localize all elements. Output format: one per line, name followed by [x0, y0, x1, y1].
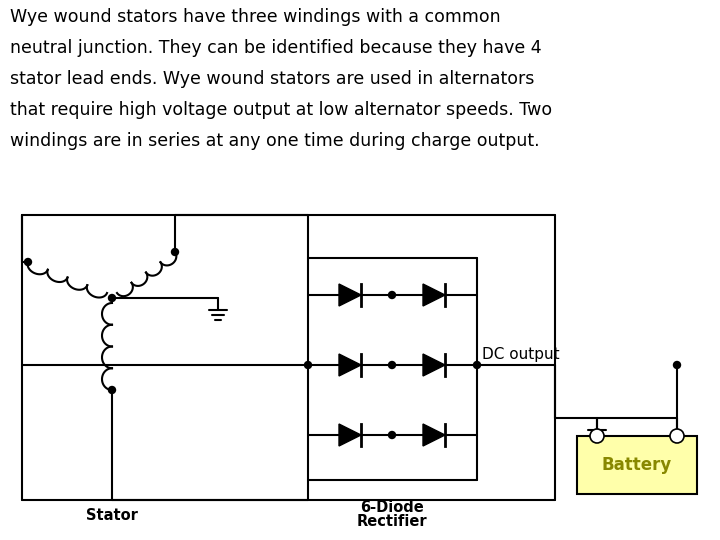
Circle shape	[590, 429, 604, 443]
Circle shape	[670, 429, 684, 443]
Circle shape	[109, 387, 115, 394]
Text: neutral junction. They can be identified because they have 4: neutral junction. They can be identified…	[10, 39, 541, 57]
Circle shape	[673, 361, 680, 368]
Text: Rectifier: Rectifier	[356, 515, 427, 530]
Text: Stator: Stator	[86, 509, 138, 523]
Circle shape	[171, 248, 179, 255]
Polygon shape	[423, 284, 445, 306]
Polygon shape	[423, 354, 445, 376]
Text: 6-Diode: 6-Diode	[360, 501, 424, 516]
Circle shape	[389, 292, 395, 299]
Text: that require high voltage output at low alternator speeds. Two: that require high voltage output at low …	[10, 101, 552, 119]
Circle shape	[389, 361, 395, 368]
Text: Battery: Battery	[602, 456, 672, 474]
Text: stator lead ends. Wye wound stators are used in alternators: stator lead ends. Wye wound stators are …	[10, 70, 534, 88]
Text: windings are in series at any one time during charge output.: windings are in series at any one time d…	[10, 132, 539, 150]
Polygon shape	[339, 424, 361, 446]
Text: DC output: DC output	[482, 348, 559, 362]
Circle shape	[389, 431, 395, 438]
Bar	[577, 436, 697, 494]
Circle shape	[24, 259, 32, 266]
Circle shape	[109, 294, 115, 301]
Polygon shape	[423, 424, 445, 446]
Polygon shape	[339, 354, 361, 376]
Circle shape	[474, 361, 480, 368]
Circle shape	[305, 361, 312, 368]
Polygon shape	[339, 284, 361, 306]
Text: Wye wound stators have three windings with a common: Wye wound stators have three windings wi…	[10, 8, 500, 26]
